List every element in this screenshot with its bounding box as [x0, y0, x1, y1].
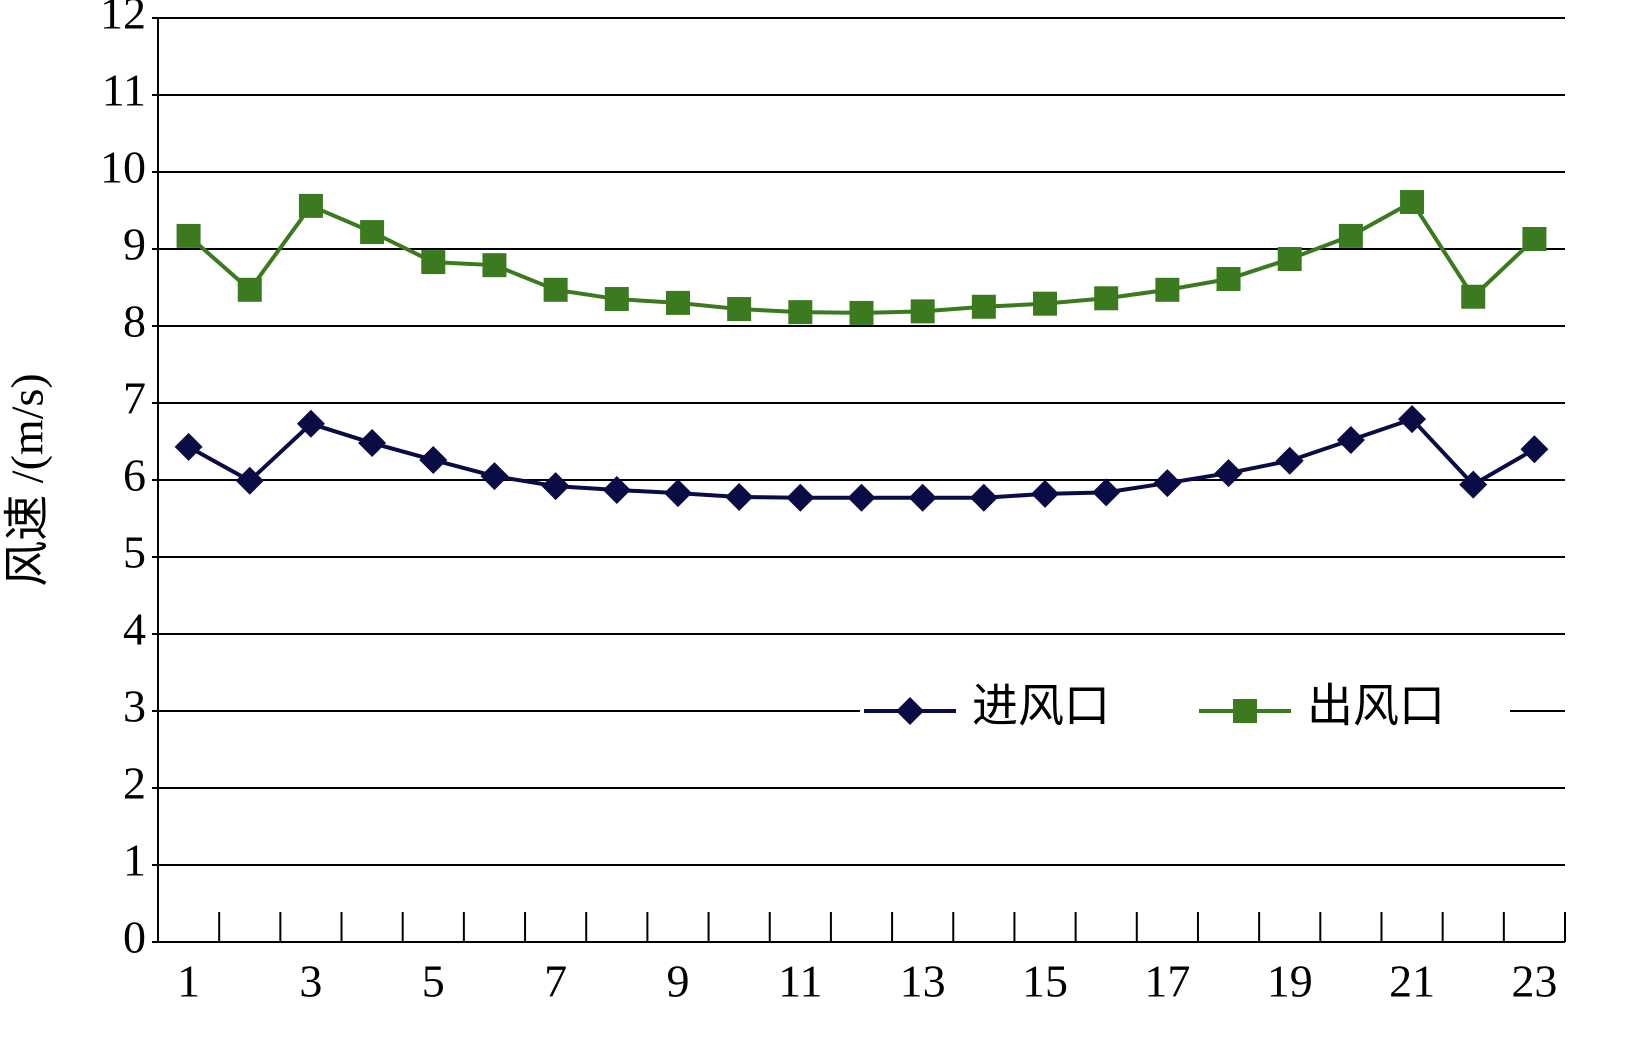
data-point	[1338, 223, 1363, 248]
data-point	[419, 445, 448, 474]
data-point	[969, 483, 998, 512]
data-point	[1153, 469, 1182, 498]
data-point	[298, 193, 323, 218]
x-tick-label: 1	[177, 956, 200, 1007]
y-tick-label: 3	[123, 681, 146, 732]
x-tick-label: 9	[666, 956, 689, 1007]
data-point	[360, 220, 385, 245]
data-point	[971, 294, 996, 319]
data-point	[480, 462, 509, 491]
legend-label: 进风口	[972, 681, 1110, 732]
data-point	[176, 223, 201, 248]
data-point	[1522, 226, 1547, 251]
y-tick-label: 11	[102, 65, 146, 116]
x-tick-label: 19	[1267, 956, 1313, 1007]
y-axis-title: 风速 /(m/s)	[2, 373, 53, 586]
data-point	[1277, 247, 1302, 272]
data-point	[1398, 405, 1427, 434]
data-point	[1459, 470, 1488, 499]
y-tick-label: 12	[100, 0, 146, 39]
y-tick-label: 1	[123, 835, 146, 886]
data-point	[1092, 478, 1121, 507]
data-point	[235, 466, 264, 495]
data-point	[296, 409, 325, 438]
data-point	[1033, 291, 1058, 316]
data-point	[237, 277, 262, 302]
data-point	[1461, 284, 1486, 309]
y-tick-label: 2	[123, 758, 146, 809]
x-tick-label: 11	[778, 956, 822, 1007]
data-point	[847, 483, 876, 512]
x-tick-label: 5	[422, 956, 445, 1007]
x-tick-label: 3	[299, 956, 322, 1007]
data-point	[1214, 459, 1243, 488]
y-tick-label: 5	[123, 527, 146, 578]
data-point	[910, 299, 935, 324]
data-point	[602, 476, 631, 505]
x-tick-label: 23	[1511, 956, 1557, 1007]
legend-box	[860, 679, 1510, 743]
data-point	[482, 253, 507, 278]
data-point	[421, 250, 446, 275]
x-tick-label: 17	[1144, 956, 1190, 1007]
legend-marker	[1233, 699, 1257, 723]
y-tick-label: 7	[123, 373, 146, 424]
data-point	[725, 482, 754, 511]
data-point	[849, 300, 874, 325]
y-tick-label: 4	[123, 604, 146, 655]
data-point	[908, 483, 937, 512]
data-point	[1094, 286, 1119, 311]
x-tick-label: 21	[1389, 956, 1435, 1007]
data-point	[358, 429, 387, 458]
data-point	[541, 472, 570, 501]
data-point	[1031, 479, 1060, 508]
data-point	[786, 483, 815, 512]
data-point	[788, 300, 813, 325]
data-point	[543, 277, 568, 302]
data-point	[1336, 425, 1365, 454]
y-tick-label: 0	[123, 912, 146, 963]
legend-label: 出风口	[1307, 681, 1445, 732]
data-point	[1216, 267, 1241, 292]
series-line	[187, 199, 1536, 315]
y-tick-label: 10	[100, 142, 146, 193]
data-point	[174, 432, 203, 461]
y-tick-label: 9	[123, 219, 146, 270]
y-tick-label: 8	[123, 296, 146, 347]
data-point	[1400, 190, 1425, 215]
data-point	[1275, 446, 1304, 475]
x-tick-label: 7	[544, 956, 567, 1007]
data-point	[1155, 277, 1180, 302]
data-point	[1520, 435, 1549, 464]
data-point	[665, 290, 690, 315]
x-tick-label: 15	[1022, 956, 1068, 1007]
data-point	[604, 287, 629, 312]
data-point	[727, 297, 752, 322]
legend-marker	[896, 697, 924, 725]
y-tick-label: 6	[123, 450, 146, 501]
x-tick-label: 13	[900, 956, 946, 1007]
data-point	[663, 479, 692, 508]
